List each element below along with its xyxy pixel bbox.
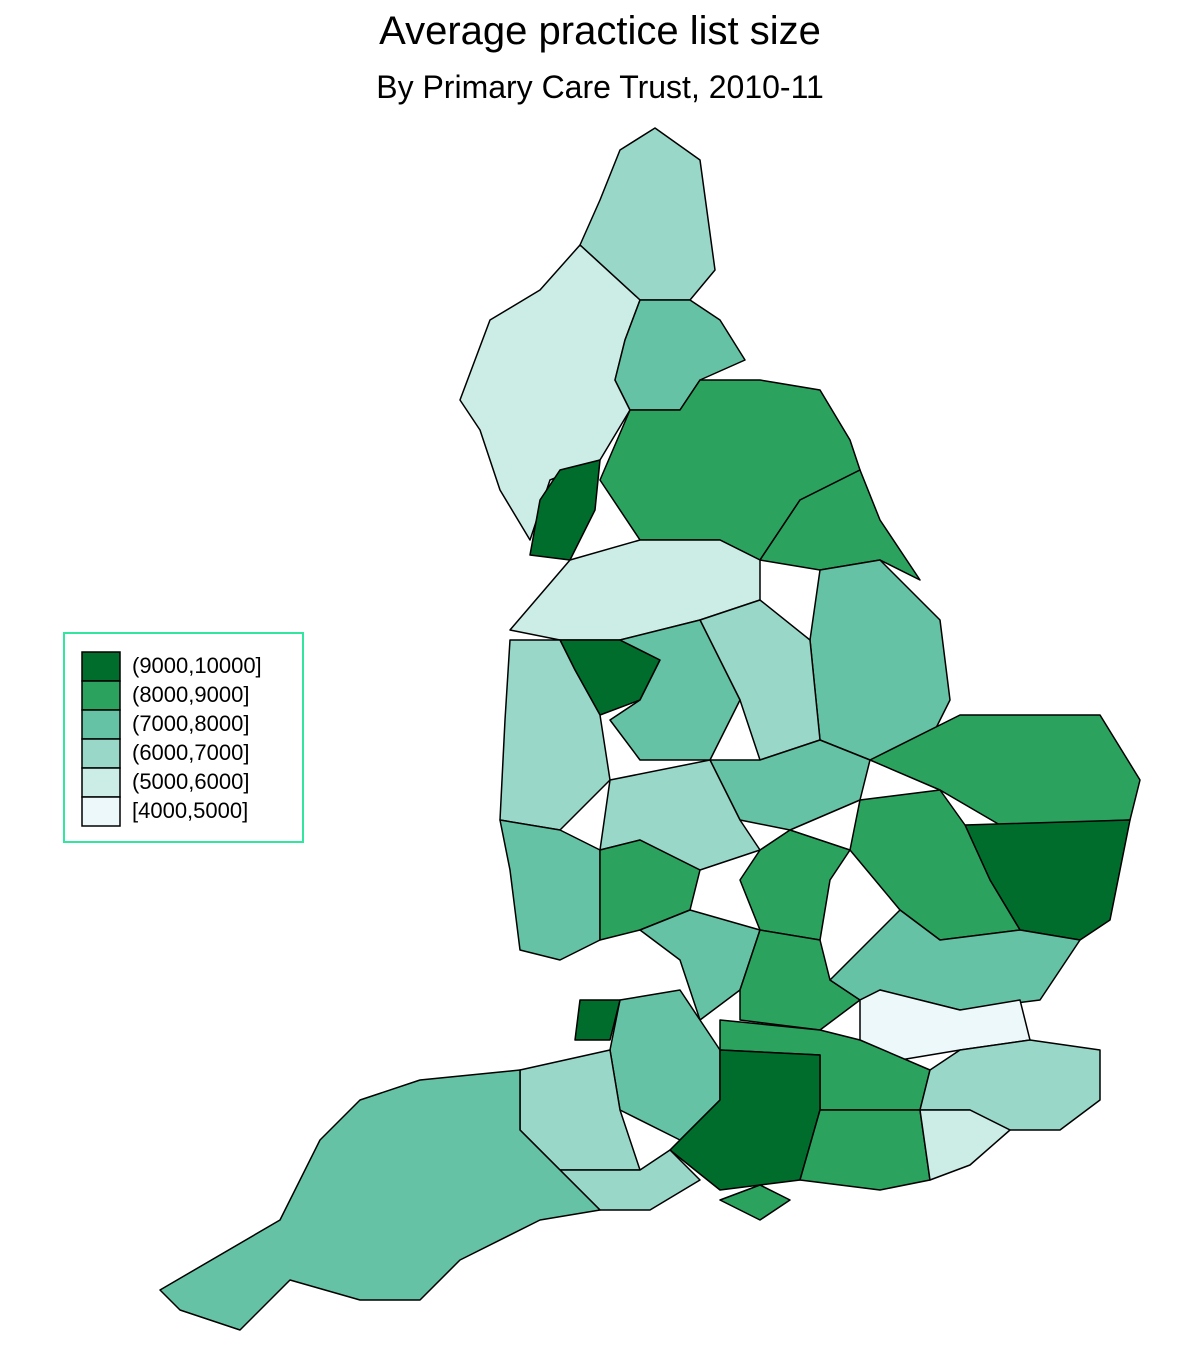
legend-label: (8000,9000] <box>132 682 249 707</box>
legend-swatch <box>81 709 121 740</box>
england-map <box>159 127 1141 1331</box>
region <box>159 1069 601 1331</box>
legend-swatch <box>81 680 121 711</box>
region <box>499 819 601 961</box>
legend-label: (7000,8000] <box>132 711 249 736</box>
region <box>669 1049 821 1191</box>
region <box>919 1109 1011 1181</box>
legend-swatch <box>81 651 121 682</box>
map-title: Average practice list size <box>379 9 821 53</box>
legend-swatch <box>81 796 121 827</box>
region <box>799 1109 931 1191</box>
region <box>759 469 921 581</box>
map-subtitle: By Primary Care Trust, 2010-11 <box>376 69 824 105</box>
region <box>719 1184 791 1221</box>
region <box>609 619 741 761</box>
legend-label: (6000,7000] <box>132 740 249 765</box>
legend: (9000,10000] (8000,9000] (7000,8000] (6000,… <box>81 651 262 827</box>
legend-label: [4000,5000] <box>132 798 248 823</box>
region <box>709 739 871 831</box>
region <box>869 714 1141 826</box>
legend-swatch <box>81 738 121 769</box>
legend-label: (9000,10000] <box>132 653 262 678</box>
legend-swatch <box>81 767 121 798</box>
region <box>739 929 861 1031</box>
legend-label: (5000,6000] <box>132 769 249 794</box>
region <box>574 999 621 1041</box>
